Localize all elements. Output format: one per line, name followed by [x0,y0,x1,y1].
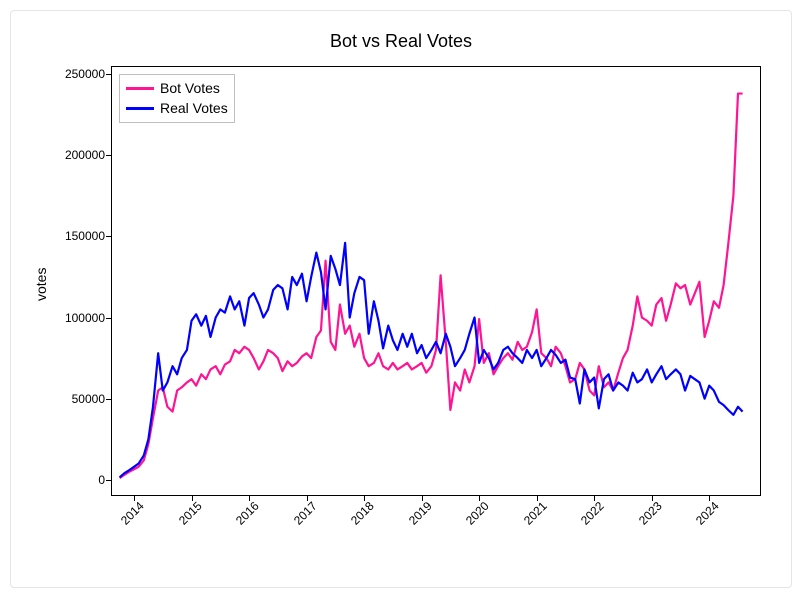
xtick-label: 2023 [633,496,665,528]
legend-item: Bot Votes [126,79,228,99]
series-line-bot-votes [120,94,743,479]
ytick-label: 0 [98,473,111,487]
chart-card: Bot vs Real Votes votes Bot VotesReal Vo… [10,10,792,588]
ytick-label: 150000 [65,229,111,243]
chart-lines-svg [111,66,761,496]
xtick-label: 2016 [230,496,262,528]
axis-spine [111,66,112,496]
xtick-label: 2021 [518,496,550,528]
plot-area: Bot VotesReal Votes 05000010000015000020… [111,66,761,496]
xtick-label: 2015 [173,496,205,528]
xtick-label: 2022 [575,496,607,528]
legend-label: Bot Votes [160,79,220,99]
ytick-label: 100000 [65,311,111,325]
xtick-label: 2018 [345,496,377,528]
xtick-label: 2020 [460,496,492,528]
legend-swatch [126,107,154,110]
legend: Bot VotesReal Votes [119,74,235,123]
ytick-label: 50000 [72,392,111,406]
ytick-label: 250000 [65,67,111,81]
xtick-label: 2024 [690,496,722,528]
xtick-label: 2017 [288,496,320,528]
xtick-label: 2019 [403,496,435,528]
ytick-label: 200000 [65,148,111,162]
xtick-label: 2014 [115,496,147,528]
axis-spine [111,66,761,67]
axis-spine [111,495,761,496]
chart-title: Bot vs Real Votes [11,31,791,52]
legend-swatch [126,87,154,90]
legend-label: Real Votes [160,99,228,119]
legend-item: Real Votes [126,99,228,119]
y-axis-label: votes [33,268,49,301]
series-line-real-votes [120,243,743,477]
axis-spine [760,66,761,496]
